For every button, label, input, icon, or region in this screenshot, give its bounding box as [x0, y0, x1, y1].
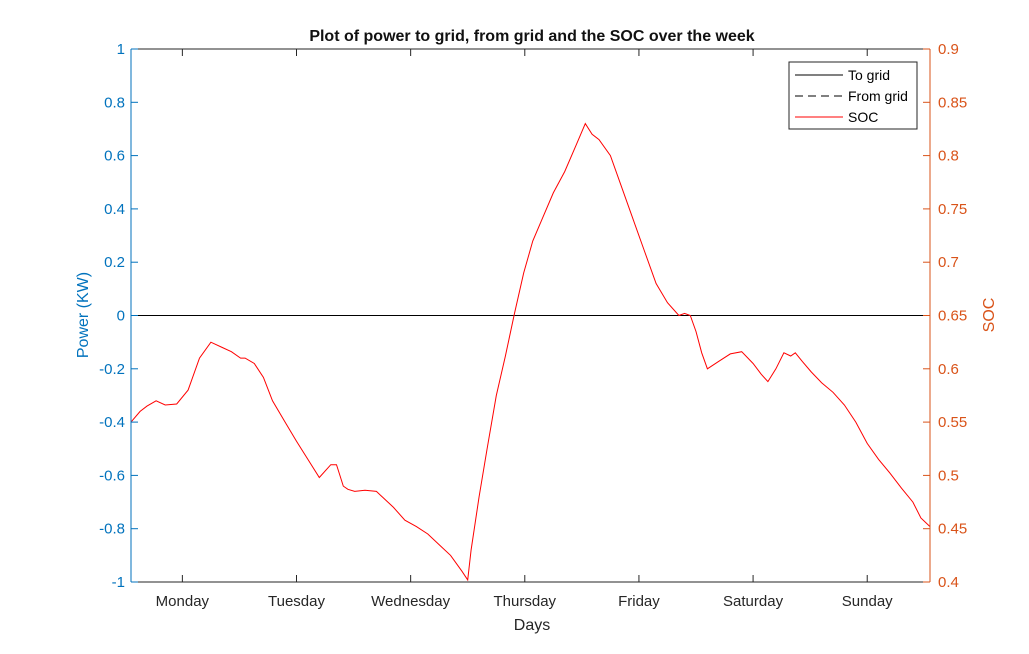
- legend-label-soc: SOC: [848, 109, 878, 125]
- left-tick-label: 0.2: [104, 254, 125, 271]
- x-tick-label: Monday: [156, 593, 210, 610]
- x-axis-label: Days: [514, 617, 550, 634]
- x-tick-label: Saturday: [723, 593, 784, 610]
- right-ticks: 0.4 0.45 0.5 0.55 0.6 0.65 0.7 0.75 0.8 0.85 0.9: [923, 41, 967, 591]
- chart-title: Plot of power to grid, from grid and the…: [309, 28, 754, 45]
- legend-label-to-grid: To grid: [848, 67, 890, 83]
- left-tick-label: -1: [112, 574, 125, 591]
- left-tick-label: 0.8: [104, 94, 125, 111]
- right-tick-label: 0.7: [938, 254, 959, 271]
- right-tick-label: 0.5: [938, 467, 959, 484]
- x-tick-label: Tuesday: [268, 593, 325, 610]
- left-tick-label: -0.4: [99, 414, 125, 431]
- left-tick-label: 1: [117, 41, 125, 58]
- x-tick-label: Wednesday: [371, 593, 450, 610]
- left-tick-label: 0.6: [104, 148, 125, 165]
- left-tick-label: -0.2: [99, 361, 125, 378]
- x-tick-label: Friday: [618, 593, 660, 610]
- left-tick-label: 0: [117, 308, 125, 325]
- legend: To grid From grid SOC: [788, 61, 918, 130]
- right-tick-label: 0.65: [938, 308, 967, 325]
- x-ticks: Monday Tuesday Wednesday Thursday Friday Satu…: [156, 49, 893, 610]
- left-ticks: -1 -0.8 -0.6 -0.4 -0.2 0 0.2 0.4 0.6 0.8 1: [99, 41, 138, 591]
- x-tick-label: Thursday: [494, 593, 557, 610]
- right-tick-label: 0.4: [938, 574, 959, 591]
- right-tick-label: 0.45: [938, 521, 967, 538]
- y-axis-label-right: SOC: [981, 298, 998, 333]
- x-tick-label: Sunday: [842, 593, 893, 610]
- right-tick-label: 0.9: [938, 41, 959, 58]
- left-tick-label: 0.4: [104, 201, 125, 218]
- right-tick-label: 0.85: [938, 94, 967, 111]
- left-tick-label: -0.8: [99, 521, 125, 538]
- series-layer: [130, 122, 931, 582]
- y-axis-label-left: Power (KW): [75, 272, 92, 358]
- left-tick-label: -0.6: [99, 467, 125, 484]
- right-tick-label: 0.55: [938, 414, 967, 431]
- right-tick-label: 0.6: [938, 361, 959, 378]
- series-line-soc: [130, 122, 931, 582]
- right-tick-label: 0.8: [938, 148, 959, 165]
- legend-label-from-grid: From grid: [848, 88, 908, 104]
- right-tick-label: 0.75: [938, 201, 967, 218]
